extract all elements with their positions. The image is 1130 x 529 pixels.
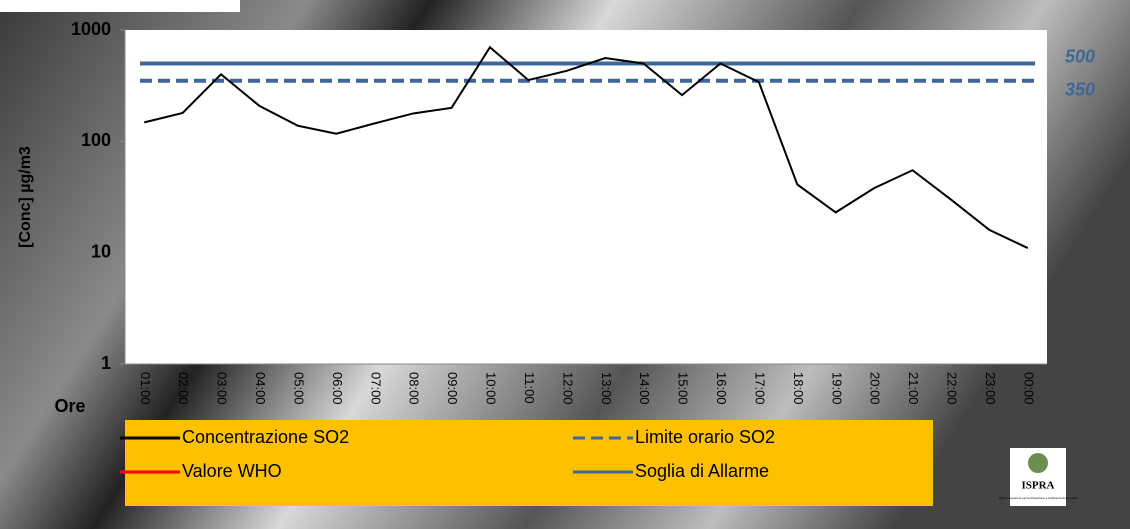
- x-tick-label: 13:00: [599, 372, 614, 405]
- y-tick-label: 1000: [71, 19, 111, 39]
- x-tick-label: 19:00: [829, 372, 844, 405]
- x-tick-label: 17:00: [752, 372, 767, 405]
- x-tick-label: 06:00: [330, 372, 345, 405]
- logo-subtitle: Istituto Superiore per la Protezione e l…: [999, 496, 1078, 500]
- x-tick-label: 15:00: [676, 372, 691, 405]
- x-axis-label: Ore: [54, 396, 85, 416]
- x-tick-label: 08:00: [407, 372, 422, 405]
- reference-label: 350: [1065, 80, 1095, 100]
- x-tick-label: 16:00: [714, 372, 729, 405]
- x-tick-label: 18:00: [791, 372, 806, 405]
- y-tick-label: 1: [101, 353, 111, 373]
- legend-label: Soglia di Allarme: [635, 461, 769, 481]
- x-tick-label: 01:00: [138, 372, 153, 405]
- y-axis-label: [Conc] µg/m3: [17, 146, 34, 248]
- x-tick-label: 23:00: [983, 372, 998, 405]
- top-band: [0, 0, 240, 12]
- y-tick-label: 10: [91, 241, 111, 261]
- x-tick-label: 11:00: [522, 372, 537, 404]
- x-tick-label: 21:00: [906, 372, 921, 405]
- legend-label: Valore WHO: [182, 461, 282, 481]
- x-tick-label: 12:00: [560, 372, 575, 405]
- x-tick-label: 00:00: [1021, 372, 1036, 405]
- legend: [125, 420, 933, 506]
- legend-label: Limite orario SO2: [635, 427, 775, 447]
- x-tick-label: 09:00: [445, 372, 460, 405]
- x-tick-label: 03:00: [215, 372, 230, 405]
- reference-label: 500: [1065, 46, 1095, 66]
- x-tick-label: 05:00: [291, 372, 306, 405]
- data-line: [143, 45, 1029, 249]
- x-tick-label: 22:00: [945, 372, 960, 405]
- x-tick-label: 04:00: [253, 372, 268, 405]
- x-tick-label: 10:00: [484, 372, 499, 405]
- x-tick-label: 14:00: [637, 372, 652, 405]
- x-tick-label: 07:00: [368, 372, 383, 405]
- y-tick-label: 100: [81, 130, 111, 150]
- x-tick-label: 02:00: [176, 372, 191, 405]
- x-tick-label: 20:00: [868, 372, 883, 405]
- legend-label: Concentrazione SO2: [182, 427, 349, 447]
- logo-emblem: [1028, 453, 1048, 473]
- plot-area: [125, 30, 1047, 364]
- logo-title: ISPRA: [1021, 480, 1054, 492]
